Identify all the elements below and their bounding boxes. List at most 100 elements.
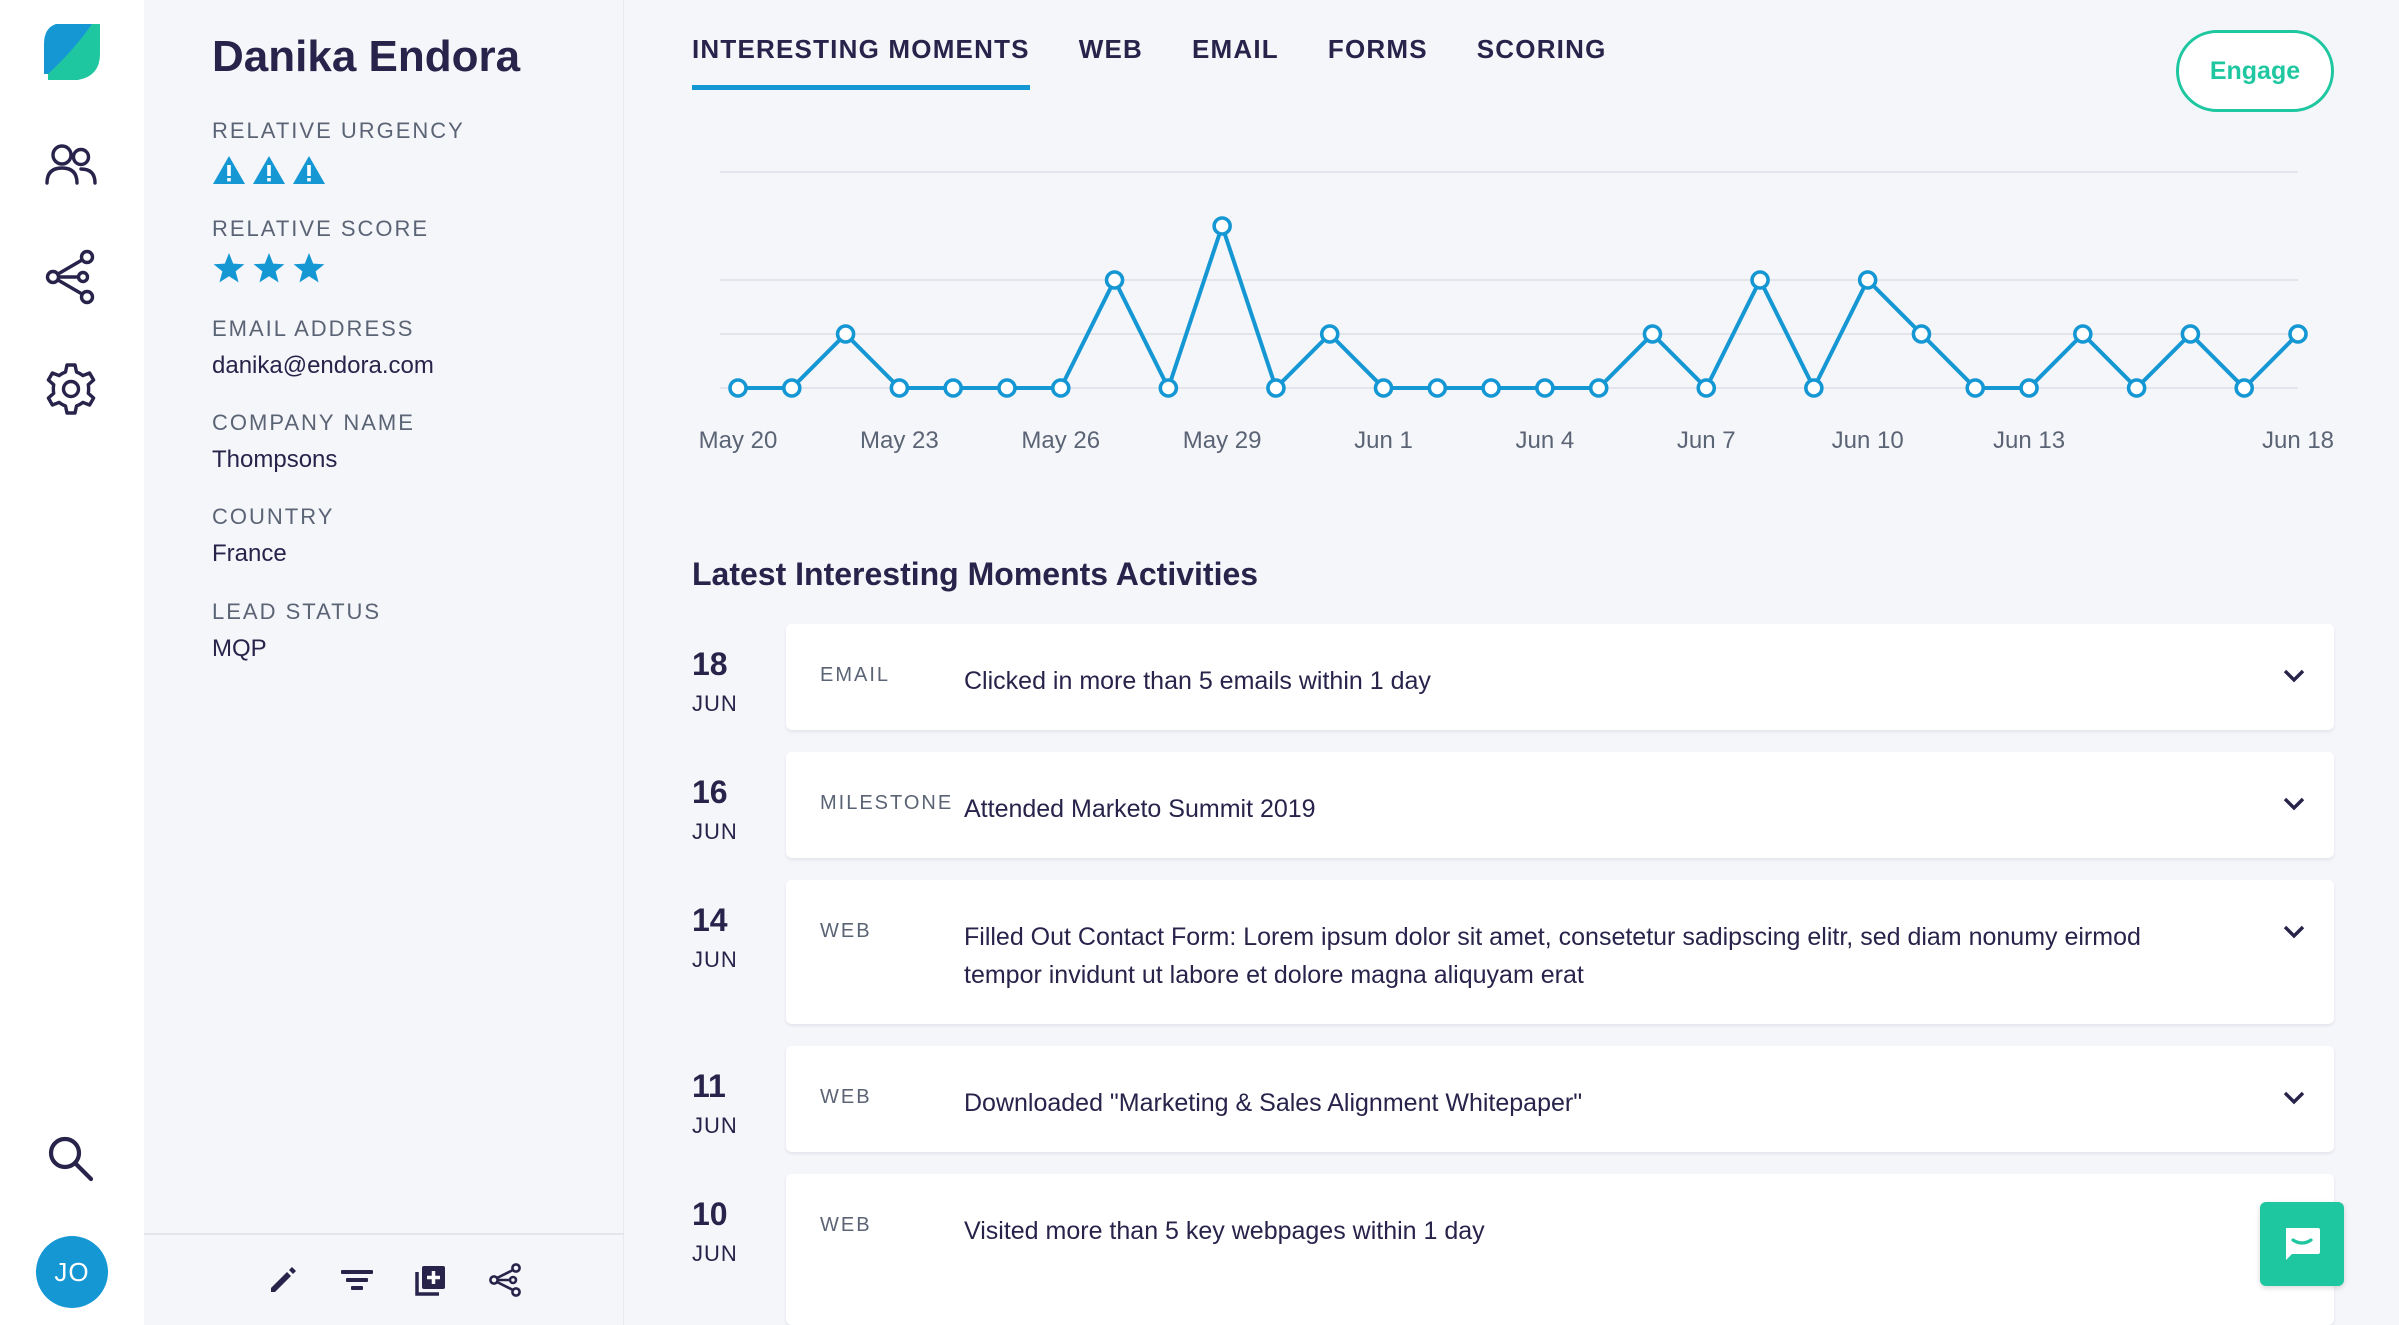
company-field: COMPANY NAME Thompsons: [212, 410, 415, 474]
nav-search[interactable]: [38, 1126, 104, 1192]
main-content: INTERESTING MOMENTS WEB EMAIL FORMS SCOR…: [624, 0, 2399, 1325]
email-value[interactable]: danika@endora.com: [212, 352, 434, 379]
people-icon: [45, 144, 97, 185]
activity-type: MILESTONE: [820, 792, 954, 814]
tab-email[interactable]: EMAIL: [1191, 34, 1279, 64]
tab-bar: INTERESTING MOMENTS WEB EMAIL FORMS SCOR…: [692, 34, 1607, 90]
activity-description: Filled Out Contact Form: Lorem ipsum dol…: [964, 923, 2141, 989]
activity-card[interactable]: EMAIL Clicked in more than 5 emails with…: [786, 624, 2334, 730]
activity-date: 10 JUN: [692, 1196, 782, 1267]
data-point[interactable]: [1857, 270, 1878, 290]
data-point[interactable]: [2288, 324, 2308, 344]
tab-forms[interactable]: FORMS: [1327, 34, 1428, 64]
x-tick-label: May 29: [1183, 427, 1262, 454]
activity-date: 16 JUN: [692, 774, 782, 845]
data-point[interactable]: [943, 378, 963, 398]
x-tick-label: Jun 10: [1832, 427, 1904, 454]
star-icon: [213, 253, 245, 283]
chevron-down-icon[interactable]: [2280, 664, 2308, 688]
add-to-list-button[interactable]: [411, 1260, 451, 1300]
chevron-down-icon[interactable]: [2280, 1086, 2308, 1110]
x-tick-label: May 26: [1021, 427, 1100, 454]
tab-web[interactable]: WEB: [1078, 34, 1143, 64]
data-point[interactable]: [2073, 324, 2093, 344]
data-point[interactable]: [2019, 378, 2039, 398]
data-point[interactable]: [1373, 378, 1394, 398]
data-point[interactable]: [997, 378, 1017, 398]
app-logo[interactable]: [40, 20, 104, 84]
data-point[interactable]: [781, 378, 802, 398]
interesting-moments-chart: May 20 May 23 May 26 May 29 Jun 1 Jun 4 Jun 7 J…: [699, 171, 2334, 454]
warning-icon: [293, 156, 325, 184]
data-point[interactable]: [1588, 378, 1609, 398]
share-button[interactable]: [485, 1260, 525, 1300]
data-point[interactable]: [1050, 378, 1071, 398]
company-label: COMPANY NAME: [212, 410, 415, 435]
activity-day: 16: [692, 774, 728, 810]
activity-day: 18: [692, 646, 728, 682]
data-point[interactable]: [889, 378, 910, 398]
engage-button[interactable]: Engage: [2176, 30, 2334, 112]
data-point[interactable]: [1804, 378, 1824, 398]
activity-date: 11 JUN: [692, 1068, 782, 1139]
lead-status-field: LEAD STATUS MQP: [212, 599, 381, 663]
nav-people[interactable]: [38, 132, 104, 198]
pencil-icon: [271, 1267, 296, 1292]
data-point[interactable]: [1696, 378, 1717, 398]
chat-button[interactable]: [2260, 1202, 2344, 1286]
data-point[interactable]: [1212, 216, 1232, 236]
activity-description: Visited more than 5 key webpages within …: [964, 1217, 1485, 1245]
activity-month: JUN: [692, 819, 738, 844]
data-point[interactable]: [2234, 378, 2255, 398]
chevron-down-icon[interactable]: [2280, 792, 2308, 816]
activity-description: Downloaded "Marketing & Sales Alignment …: [964, 1089, 1583, 1117]
series-line: [738, 224, 2300, 390]
nav-settings[interactable]: [38, 356, 104, 422]
activity-month: JUN: [692, 691, 738, 716]
tab-interesting-moments[interactable]: INTERESTING MOMENTS: [692, 34, 1030, 90]
data-point[interactable]: [1104, 270, 1125, 290]
nav-journeys[interactable]: [38, 244, 104, 310]
company-value: Thompsons: [212, 446, 338, 473]
filter-icon: [341, 1270, 373, 1290]
chevron-down-icon[interactable]: [2280, 920, 2308, 944]
data-point[interactable]: [1750, 270, 1770, 290]
tab-scoring[interactable]: SCORING: [1476, 34, 1607, 64]
activity-card[interactable]: WEB Visited more than 5 key webpages wit…: [786, 1174, 2334, 1325]
x-tick-label: Jun 13: [1993, 427, 2065, 454]
lead-status-label: LEAD STATUS: [212, 599, 382, 624]
data-point[interactable]: [2126, 378, 2147, 398]
activity-description: Attended Marketo Summit 2019: [964, 795, 1316, 823]
x-tick-label: Jun 18: [2262, 427, 2334, 454]
gear-icon: [46, 363, 96, 415]
activity-card[interactable]: WEB Downloaded "Marketing & Sales Alignm…: [786, 1046, 2334, 1152]
data-point[interactable]: [1427, 378, 1448, 398]
warning-icon: [253, 156, 285, 184]
activity-description: Clicked in more than 5 emails within 1 d…: [964, 667, 1431, 695]
urgency-field: RELATIVE URGENCY: [212, 118, 465, 186]
data-point[interactable]: [1266, 378, 1286, 398]
activity-type: WEB: [820, 1086, 872, 1108]
data-point[interactable]: [1535, 378, 1555, 398]
data-point[interactable]: [1642, 324, 1663, 344]
urgency-indicator: [212, 154, 465, 186]
activity-card[interactable]: WEB Filled Out Contact Form: Lorem ipsum…: [786, 880, 2334, 1024]
activity-month: JUN: [692, 947, 738, 972]
filter-button[interactable]: [337, 1260, 377, 1300]
data-point[interactable]: [1481, 378, 1501, 398]
data-point[interactable]: [1965, 378, 1986, 398]
data-point[interactable]: [1911, 324, 1932, 344]
x-tick-label: May 23: [860, 427, 939, 454]
data-point[interactable]: [728, 378, 748, 398]
data-point[interactable]: [835, 324, 856, 344]
data-point[interactable]: [1158, 378, 1179, 398]
edit-button[interactable]: [263, 1260, 303, 1300]
data-point[interactable]: [1319, 324, 1340, 344]
user-avatar[interactable]: JO: [36, 1236, 108, 1308]
profile-actions: [144, 1233, 624, 1325]
activity-card[interactable]: MILESTONE Attended Marketo Summit 2019: [786, 752, 2334, 858]
warning-icon: [213, 156, 245, 184]
activity-type: WEB: [820, 920, 872, 942]
x-tick-label: Jun 4: [1516, 427, 1575, 454]
data-point[interactable]: [2180, 324, 2201, 344]
